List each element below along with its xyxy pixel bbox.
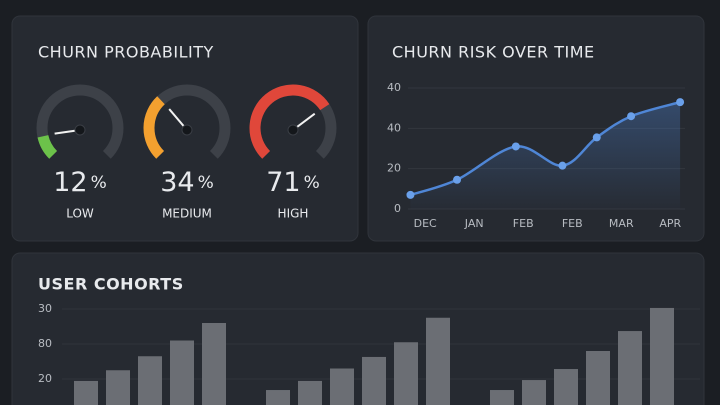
bar [138, 356, 162, 405]
card-title: USER COHORTS [38, 275, 184, 294]
bar [266, 390, 290, 405]
gauge-arc [249, 84, 330, 159]
y-tick-label: 40 [387, 81, 401, 94]
gauge-value: 71% [266, 167, 320, 198]
x-tick-label: JAN [464, 217, 484, 230]
point [592, 133, 601, 142]
bar [490, 390, 514, 405]
bar [298, 380, 322, 405]
gauge-arc [37, 134, 58, 159]
gauge-value: 34% [160, 167, 214, 198]
bar [426, 317, 450, 405]
y-tick-label: 40 [387, 121, 401, 134]
x-tick-label: FEB [513, 217, 534, 230]
bar [362, 356, 386, 405]
gauge-track [36, 84, 124, 159]
x-tick-label: MAR [609, 217, 634, 230]
point [511, 142, 520, 151]
bar [554, 369, 578, 405]
gauge-hub [74, 124, 86, 136]
point [453, 175, 462, 184]
bar [74, 380, 98, 405]
gauge-label: HIGH [278, 207, 309, 221]
bar [586, 351, 610, 405]
gauge-arc [143, 96, 165, 159]
point [627, 112, 636, 121]
value-text: 34 [160, 167, 194, 198]
value-text: 71 [266, 167, 300, 198]
unit-text: % [198, 173, 214, 193]
unit-text: % [91, 173, 107, 193]
y-tick-label: 0 [394, 202, 401, 215]
x-tick-label: FEB [562, 217, 583, 230]
gauge-value: 12% [53, 167, 107, 198]
y-tick-label: 30 [38, 302, 52, 315]
y-tick-label: 20 [387, 162, 401, 175]
card-title: CHURN PROBABILITY [38, 43, 214, 62]
gauge-label: MEDIUM [162, 207, 212, 221]
point [558, 161, 567, 170]
gauge-hub [287, 124, 299, 136]
bar [522, 380, 546, 405]
bar [650, 307, 674, 405]
y-tick-label: 20 [38, 372, 52, 385]
bar [202, 323, 226, 405]
x-tick-label: DEC [414, 217, 437, 230]
line-area [410, 102, 681, 209]
point [676, 98, 685, 107]
value-text: 12 [53, 167, 87, 198]
gauge-hub [181, 124, 193, 136]
bar [618, 331, 642, 405]
y-tick-label: 80 [38, 337, 52, 350]
x-tick-label: APR [659, 217, 681, 230]
bar [394, 342, 418, 405]
bar [170, 340, 194, 405]
gauge-label: LOW [66, 207, 94, 221]
point [406, 190, 415, 199]
card-title: CHURN RISK OVER TIME [392, 43, 595, 62]
bar [330, 368, 354, 405]
bar [106, 370, 130, 405]
unit-text: % [304, 173, 320, 193]
